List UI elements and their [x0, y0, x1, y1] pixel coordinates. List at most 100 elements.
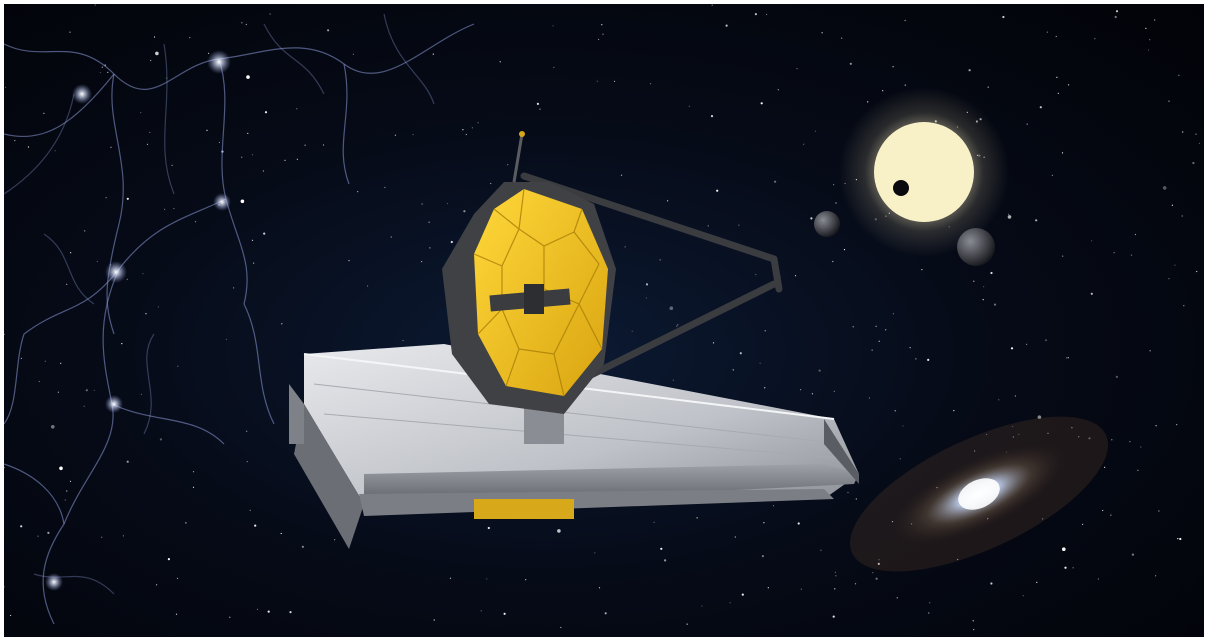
- star: [70, 252, 72, 254]
- star: [1082, 523, 1084, 526]
- star: [669, 306, 674, 311]
- star: [301, 545, 304, 548]
- star: [847, 491, 849, 494]
- star: [352, 53, 354, 56]
- star: [613, 80, 616, 82]
- star: [1094, 38, 1096, 40]
- star: [953, 410, 955, 412]
- star: [772, 505, 775, 507]
- star: [241, 156, 243, 158]
- star: [1067, 357, 1069, 359]
- star: [660, 547, 663, 550]
- star: [155, 51, 159, 56]
- star: [1018, 433, 1020, 435]
- star: [986, 433, 988, 436]
- star: [269, 13, 271, 15]
- star: [247, 132, 249, 134]
- star: [929, 602, 931, 604]
- star: [245, 23, 247, 26]
- star: [894, 410, 896, 412]
- star: [810, 217, 813, 220]
- star: [367, 285, 369, 287]
- star: [968, 69, 971, 72]
- star: [797, 522, 800, 525]
- star: [421, 203, 423, 205]
- star: [241, 22, 243, 24]
- star: [1057, 92, 1059, 94]
- star: [835, 575, 837, 577]
- star: [1195, 133, 1197, 135]
- telescope-illustration: [4, 4, 1204, 637]
- star: [1064, 566, 1067, 569]
- star: [872, 572, 874, 574]
- secondary-mirror-boom: [520, 172, 783, 380]
- star: [1104, 466, 1106, 468]
- star: [177, 365, 179, 367]
- star: [896, 597, 898, 599]
- star: [899, 458, 901, 460]
- star: [1022, 595, 1024, 597]
- star: [868, 397, 871, 399]
- star: [832, 260, 834, 263]
- star: [462, 129, 464, 131]
- star: [767, 587, 769, 589]
- star: [1111, 439, 1113, 441]
- star: [60, 362, 62, 364]
- star: [1068, 84, 1070, 86]
- star: [1176, 424, 1178, 426]
- star: [66, 490, 68, 492]
- star: [126, 278, 128, 280]
- star: [676, 325, 678, 327]
- star: [664, 559, 667, 562]
- sunshield: [289, 344, 859, 549]
- star: [490, 182, 492, 185]
- star: [1115, 375, 1118, 378]
- star: [1140, 446, 1142, 448]
- star: [892, 313, 895, 315]
- star: [833, 390, 835, 392]
- star: [84, 230, 86, 232]
- star: [877, 562, 880, 566]
- star: [1113, 252, 1115, 254]
- star: [667, 200, 669, 202]
- star: [909, 347, 911, 349]
- exoplanet-large: [957, 228, 995, 266]
- star: [1162, 186, 1167, 190]
- star: [902, 425, 904, 427]
- star: [253, 262, 255, 264]
- star: [712, 342, 715, 344]
- star: [471, 127, 473, 129]
- star: [620, 174, 623, 176]
- star: [983, 286, 985, 288]
- star: [263, 232, 266, 235]
- star: [394, 134, 396, 136]
- star: [284, 159, 286, 161]
- star: [5, 86, 7, 88]
- star: [390, 236, 392, 238]
- star: [855, 498, 857, 500]
- star: [185, 522, 187, 524]
- star: [105, 197, 107, 199]
- star: [738, 224, 740, 226]
- star: [208, 52, 210, 55]
- spiral-galaxy: [850, 416, 1108, 572]
- star: [1149, 39, 1151, 41]
- star: [525, 579, 527, 581]
- star: [852, 326, 854, 328]
- star: [1012, 425, 1014, 428]
- star: [1137, 469, 1139, 471]
- star: [1131, 553, 1134, 556]
- star: [645, 283, 649, 286]
- star: [1088, 437, 1091, 440]
- star: [1078, 436, 1080, 438]
- exoplanet-small: [814, 211, 840, 237]
- star: [539, 108, 541, 110]
- spacecraft-bus: [474, 499, 574, 519]
- star: [1026, 343, 1028, 345]
- star: [821, 32, 823, 34]
- star: [885, 329, 887, 331]
- star: [432, 53, 434, 55]
- star: [192, 486, 195, 488]
- star: [1072, 567, 1074, 569]
- star: [465, 133, 467, 136]
